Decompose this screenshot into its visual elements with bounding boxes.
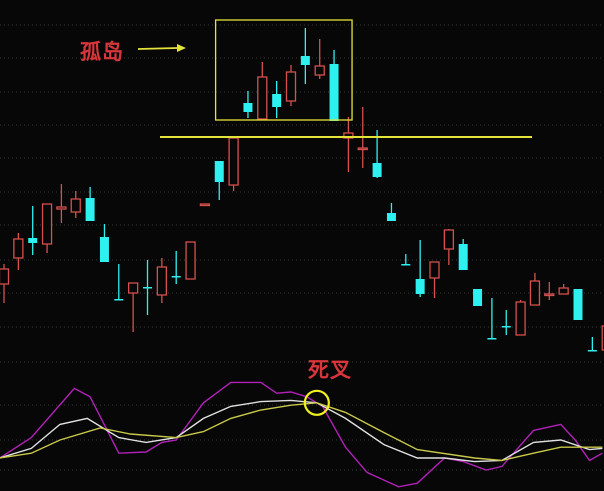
k-line: [0, 399, 603, 463]
candle-body: [558, 287, 569, 295]
candle-body: [143, 287, 152, 289]
candle-up: [343, 117, 354, 172]
candle-up: [544, 282, 555, 300]
j-line: [0, 381, 603, 488]
candle-body: [314, 65, 325, 76]
candle-body: [501, 326, 511, 328]
candle-body: [329, 64, 339, 121]
candle-down: [473, 289, 483, 306]
candle-body: [458, 244, 468, 270]
candle-body: [85, 198, 95, 221]
candle-down: [329, 50, 339, 121]
candlesticks: [0, 28, 604, 352]
candle-body: [214, 161, 224, 182]
candle-down: [243, 91, 253, 118]
candle-body: [171, 276, 181, 278]
candle-down: [401, 254, 411, 266]
candle-body: [401, 264, 411, 266]
candle-up: [185, 241, 196, 280]
candle-body: [257, 76, 268, 120]
candle-up: [257, 62, 268, 120]
candle-up: [56, 184, 67, 223]
candle-body: [99, 237, 109, 262]
candle-body: [573, 289, 583, 320]
candle-body: [487, 338, 497, 340]
candle-up: [41, 203, 53, 253]
candle-down: [415, 240, 425, 297]
death-cross-circle: [303, 389, 330, 416]
candle-down: [85, 187, 95, 221]
candle-body: [199, 203, 211, 207]
candle-down: [99, 224, 109, 262]
d-line: [0, 402, 603, 462]
candle-body: [357, 147, 368, 151]
candle-body: [243, 103, 253, 112]
candle-down: [214, 161, 224, 200]
kdj-indicator: [0, 381, 603, 488]
candle-up: [127, 282, 139, 332]
candle-up: [529, 273, 541, 306]
candle-body: [228, 137, 239, 186]
candle-body: [28, 238, 38, 243]
arrow-head-icon: [177, 44, 186, 52]
candle-up: [314, 39, 325, 79]
candle-body: [41, 203, 53, 245]
candle-down: [573, 289, 583, 320]
island-label: 孤岛: [80, 40, 124, 64]
candle-up: [199, 203, 211, 207]
candle-down: [300, 28, 310, 84]
candle-body: [601, 325, 604, 351]
candle-body: [415, 279, 425, 294]
gridlines: [0, 24, 604, 471]
candle-body: [127, 282, 139, 294]
island-box: [214, 19, 353, 121]
candle-body: [185, 241, 196, 280]
candle-body: [156, 266, 168, 296]
candle-down: [458, 239, 468, 270]
candle-body: [372, 163, 382, 177]
candle-body: [70, 198, 81, 213]
candle-down: [501, 310, 511, 335]
candle-body: [285, 71, 297, 102]
candle-down: [386, 203, 396, 221]
candle-body: [13, 238, 24, 259]
candle-body: [587, 350, 597, 352]
candle-up: [70, 191, 81, 218]
candle-up: [156, 258, 168, 303]
candle-up: [0, 264, 10, 303]
candle-down: [272, 81, 282, 118]
candle-up: [13, 233, 24, 270]
candle-body: [386, 213, 396, 221]
candle-up: [285, 65, 297, 106]
candle-up: [228, 137, 239, 191]
candle-body: [300, 56, 310, 65]
candle-down: [143, 260, 152, 315]
candle-up: [443, 229, 455, 265]
candle-body: [272, 94, 282, 107]
candle-down: [114, 264, 124, 301]
candle-body: [529, 280, 541, 306]
candle-up: [601, 325, 604, 351]
annotations: [137, 19, 532, 416]
candle-body: [0, 268, 10, 285]
candle-body: [56, 206, 67, 210]
candle-down: [28, 206, 38, 255]
candle-down: [171, 251, 181, 284]
candle-body: [544, 293, 555, 297]
arrow-line: [137, 47, 179, 50]
candle-body: [515, 301, 526, 336]
candle-up: [515, 300, 526, 336]
candle-body: [114, 299, 124, 301]
candle-up: [558, 284, 569, 295]
candle-down: [487, 298, 497, 340]
candle-body: [473, 289, 483, 306]
candle-up: [429, 261, 440, 298]
candle-down: [587, 337, 597, 352]
candle-body: [443, 229, 455, 250]
death-cross-label: 死叉: [308, 358, 352, 382]
candle-body: [429, 261, 440, 279]
